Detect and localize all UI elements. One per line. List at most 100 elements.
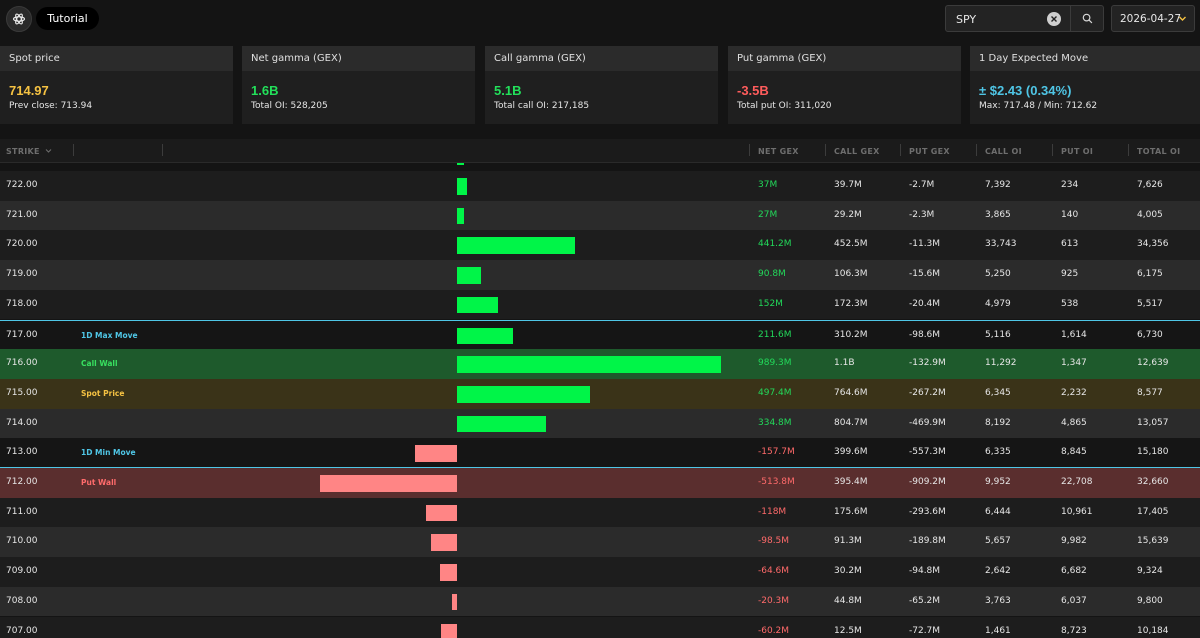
table-row[interactable]: 712.00 Put Wall -513.8M 395.4M -909.2M 9,952 2… (0, 468, 1200, 498)
card-subtext: Prev close: 713.94 (9, 101, 93, 111)
strike-cell: 722.00 (6, 180, 38, 190)
call-gex-cell: 29.2M (834, 209, 862, 220)
put-oi-cell: 925 (1061, 269, 1079, 280)
put-gex-cell: -65.2M (909, 595, 941, 606)
column-divider (900, 144, 901, 156)
column-header-call-gex[interactable]: CALL GEX (834, 147, 880, 156)
search-button[interactable] (1071, 5, 1104, 32)
column-header-total-oi[interactable]: TOTAL OI (1137, 147, 1181, 156)
call-oi-cell: 11,292 (985, 358, 1017, 369)
column-divider (825, 144, 826, 156)
card-call-gamma: Call gamma (GEX) 5.1B Total call OI: 217… (485, 46, 718, 124)
ticker-search-input[interactable]: SPY (945, 5, 1071, 32)
net-gex-bar (414, 445, 457, 462)
stat-cards: Spot price 714.97 Prev close: 713.94 Net… (0, 46, 1200, 124)
column-header-put-gex[interactable]: PUT GEX (909, 147, 950, 156)
sort-chevron-icon (45, 149, 52, 153)
column-divider (73, 144, 74, 156)
call-oi-cell: 4,979 (985, 298, 1011, 309)
call-oi-cell: 8,192 (985, 417, 1011, 428)
call-gex-cell: 175.6M (834, 506, 868, 517)
card-title: Net gamma (GEX) (242, 46, 475, 71)
card-value: 1.6B (251, 83, 279, 98)
put-gex-cell: -557.3M (909, 447, 946, 458)
put-gex-cell: -469.9M (909, 417, 946, 428)
strike-cell: 715.00 (6, 387, 38, 398)
put-gex-cell: -132.9M (909, 358, 946, 369)
table-row[interactable]: 715.00 Spot Price 497.4M 764.6M -267.2M 6,345… (0, 378, 1200, 409)
call-gex-cell: 310.2M (834, 329, 868, 340)
card-put-gamma: Put gamma (GEX) -3.5B Total put OI: 311,… (728, 46, 961, 124)
total-oi-cell: 15,180 (1137, 447, 1169, 458)
strike-cell: 721.00 (6, 209, 38, 220)
ticker-search-value: SPY (956, 13, 977, 26)
card-value: -3.5B (737, 83, 769, 98)
table-row[interactable]: 710.00 -98.5M 91.3M -189.8M 5,657 9,982 15,639 (0, 527, 1200, 558)
table-row[interactable]: 719.00 90.8M 106.3M -15.6M 5,250 925 6,175 (0, 260, 1200, 290)
total-oi-cell: 5,517 (1137, 298, 1163, 309)
table-row[interactable]: 716.00 Call Wall 989.3M 1.1B -132.9M 11,292 1,… (0, 349, 1200, 379)
column-divider (1128, 144, 1129, 156)
card-title: Spot price (0, 46, 233, 71)
table-row[interactable]: 709.00 -64.6M 30.2M -94.8M 2,642 6,682 9,324 (0, 557, 1200, 587)
net-gex-cell: -60.2M (758, 625, 790, 636)
put-gex-cell: -267.2M (909, 387, 946, 398)
call-gex-cell: 452.5M (834, 239, 868, 250)
table-row[interactable]: 720.00 441.2M 452.5M -11.3M 33,743 613 34,356 (0, 230, 1200, 261)
call-oi-cell: 5,116 (985, 329, 1011, 340)
table-row[interactable]: 718.00 152M 172.3M -20.4M 4,979 538 5,517 (0, 289, 1200, 320)
put-oi-cell: 234 (1061, 180, 1079, 190)
call-oi-cell: 3,865 (985, 209, 1011, 220)
partial-row-bar (457, 163, 464, 165)
table-row[interactable]: 711.00 -118M 175.6M -293.6M 6,444 10,961 17,40… (0, 497, 1200, 528)
net-gex-bar (457, 178, 467, 195)
net-gex-bar (457, 267, 482, 284)
date-select[interactable]: 2026-04-27 (1111, 5, 1195, 32)
table-row[interactable]: 714.00 334.8M 804.7M -469.9M 8,192 4,865 13,05… (0, 408, 1200, 439)
table-row[interactable]: 713.00 1D Min Move -157.7M 399.6M -557.3M 6,3… (0, 438, 1200, 468)
put-oi-cell: 8,845 (1061, 447, 1087, 458)
table-row[interactable]: 707.00 -60.2M 12.5M -72.7M 1,461 8,723 10,184 (0, 616, 1200, 638)
net-gex-bar (457, 207, 465, 225)
card-net-gamma: Net gamma (GEX) 1.6B Total OI: 528,205 (242, 46, 475, 124)
net-gex-cell: 334.8M (758, 417, 792, 428)
table-row[interactable]: 708.00 -20.3M 44.8M -65.2M 3,763 6,037 9,800 (0, 586, 1200, 617)
total-oi-cell: 13,057 (1137, 417, 1169, 428)
call-gex-cell: 172.3M (834, 298, 868, 309)
column-header-put-oi[interactable]: PUT OI (1061, 147, 1094, 156)
column-divider (162, 144, 163, 156)
table-row[interactable]: 721.00 27M 29.2M -2.3M 3,865 140 4,005 (0, 200, 1200, 231)
date-value: 2026-04-27 (1120, 13, 1182, 25)
call-gex-cell: 395.4M (834, 477, 868, 487)
strike-cell: 711.00 (6, 506, 38, 517)
net-gex-bar (457, 385, 590, 403)
put-oi-cell: 22,708 (1061, 477, 1093, 487)
gex-table-body: 722.00 37M 39.7M -2.7M 7,392 234 7,626 721.00 27… (0, 163, 1200, 638)
net-gex-bar (440, 623, 457, 638)
net-gex-cell: 497.4M (758, 387, 792, 398)
clear-icon[interactable] (1047, 12, 1061, 26)
total-oi-cell: 4,005 (1137, 209, 1163, 220)
net-gex-cell: -118M (758, 506, 787, 517)
tutorial-button[interactable]: Tutorial (36, 7, 99, 30)
net-gex-bar (425, 504, 457, 522)
chevron-down-icon (1179, 16, 1186, 21)
column-header-strike[interactable]: STRIKE (6, 147, 52, 156)
logo-icon[interactable] (6, 6, 32, 32)
call-oi-cell: 33,743 (985, 239, 1017, 250)
net-gex-cell: -513.8M (758, 477, 795, 487)
net-gex-bar (457, 237, 575, 255)
net-gex-cell: -98.5M (758, 536, 790, 547)
call-gex-cell: 106.3M (834, 269, 868, 280)
table-row[interactable]: 717.00 1D Max Move 211.6M 310.2M -98.6M 5,116… (0, 319, 1200, 350)
column-header-net-gex[interactable]: NET GEX (758, 147, 799, 156)
column-header-call-oi[interactable]: CALL OI (985, 147, 1022, 156)
card-subtext: Total call OI: 217,185 (494, 101, 590, 111)
net-gex-bar (457, 415, 547, 433)
level-label: 1D Max Move (81, 330, 138, 340)
table-row[interactable]: 722.00 37M 39.7M -2.7M 7,392 234 7,626 (0, 171, 1200, 201)
call-oi-cell: 6,444 (985, 506, 1011, 517)
put-oi-cell: 613 (1061, 239, 1079, 250)
call-gex-cell: 399.6M (834, 447, 868, 458)
call-gex-cell: 44.8M (834, 595, 862, 606)
